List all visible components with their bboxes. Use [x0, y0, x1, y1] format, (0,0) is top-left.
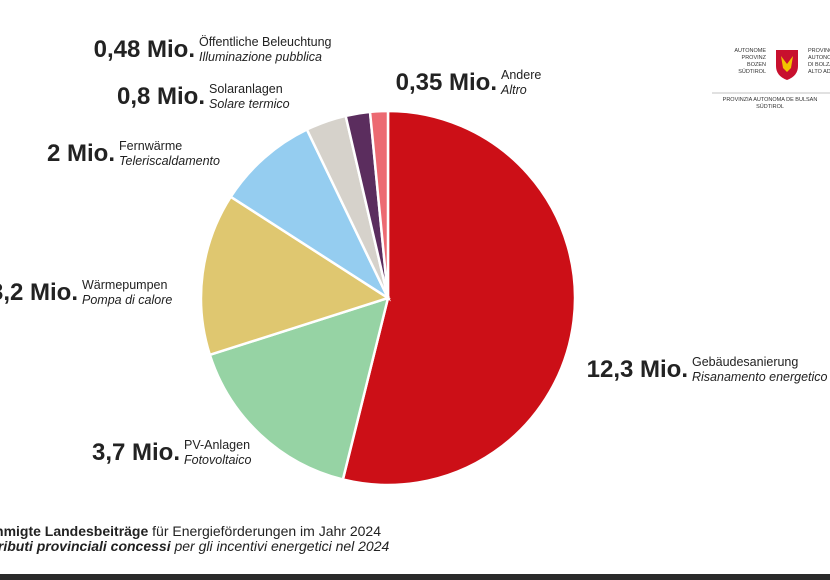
- logo-text: AUTONOMA: [808, 55, 830, 61]
- logo-text: AUTONOME: [734, 48, 766, 54]
- logo-text: PROVINZ: [742, 55, 767, 61]
- pie-slice: [208, 296, 390, 481]
- logo-text: PROVINZIA AUTONOMA DE BULSAN: [723, 97, 818, 103]
- category-label-it: Illuminazione pubblica: [199, 50, 322, 64]
- pie-slice: [341, 109, 577, 487]
- logo-text: SÜDTIROL: [738, 68, 766, 75]
- logo-text: SÜDTIROL: [756, 103, 784, 110]
- logo-text: DI BOLZANO: [808, 62, 830, 68]
- logo-text: ALTO ADIGE: [808, 69, 830, 75]
- value-label: 3,2 Mio.: [0, 279, 78, 306]
- logo-eagle: [781, 56, 793, 72]
- bottom-strip: [0, 574, 830, 580]
- category-label-it: Risanamento energetico: [692, 370, 828, 384]
- category-label: Gebäudesanierung: [692, 355, 798, 369]
- caption-de: Genehmigte Landesbeiträge für Energieför…: [0, 523, 381, 539]
- pie-slice: [368, 109, 390, 299]
- value-label: 2 Mio.: [47, 140, 115, 167]
- value-label: 0,48 Mio.: [94, 36, 195, 63]
- caption-rest: per gli incentivi energetici nel 2024: [171, 538, 390, 554]
- category-label: Öffentliche Beleuchtung: [199, 35, 332, 49]
- category-label: PV-Anlagen: [184, 438, 250, 452]
- category-label: Andere: [501, 68, 541, 82]
- category-label: Solaranlagen: [209, 82, 283, 96]
- caption-it: Contributi provinciali concessi per gli …: [0, 538, 389, 554]
- category-label: Wärmepumpen: [82, 278, 167, 292]
- pie-slice: [229, 127, 392, 302]
- caption-bold: Genehmigte Landesbeiträge: [0, 523, 148, 539]
- pie-slice: [199, 195, 391, 357]
- caption-rest: für Energieförderungen im Jahr 2024: [148, 523, 381, 539]
- category-label-it: Solare termico: [209, 97, 290, 111]
- value-label: 0,35 Mio.: [396, 69, 497, 96]
- caption-bold: Contributi provinciali concessi: [0, 538, 172, 554]
- category-label-it: Teleriscaldamento: [119, 154, 220, 168]
- logo: AUTONOMEPROVINZBOZENSÜDTIROLPROVINCIAAUT…: [712, 48, 830, 110]
- category-label: Fernwärme: [119, 139, 182, 153]
- category-label-it: Altro: [500, 83, 527, 97]
- logo-text: PROVINCIA: [808, 48, 830, 54]
- value-label: 0,8 Mio.: [117, 83, 205, 110]
- logo-text: BOZEN: [747, 62, 766, 68]
- category-label-it: Fotovoltaico: [184, 453, 251, 467]
- category-label-it: Pompa di calore: [82, 293, 172, 307]
- value-label: 12,3 Mio.: [587, 356, 688, 383]
- value-label: 3,7 Mio.: [92, 439, 180, 466]
